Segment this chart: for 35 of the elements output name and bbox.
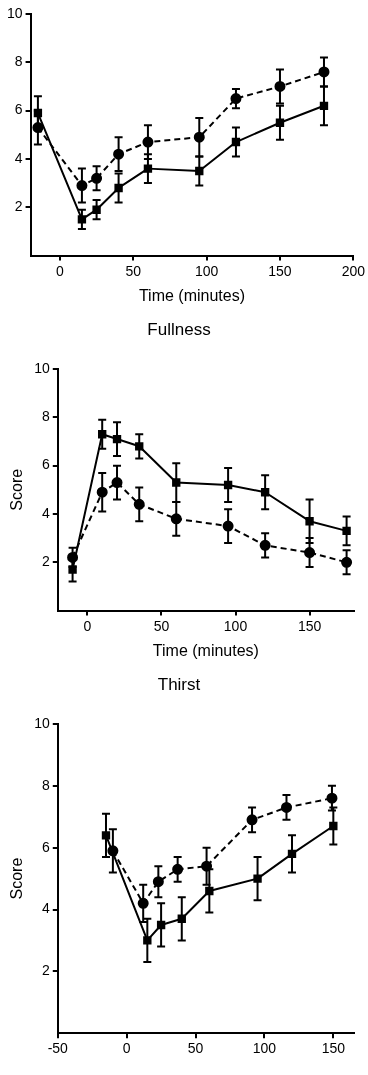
x-tick-label: 50 xyxy=(187,1040,204,1057)
y-tick-label: 2 xyxy=(41,553,50,570)
x-axis-title: Time (minutes) xyxy=(138,287,245,305)
x-tick-label: 200 xyxy=(341,262,366,279)
y-tick-label: 10 xyxy=(34,359,50,376)
x-tick-label: 100 xyxy=(252,1040,277,1057)
x-tick-label: 150 xyxy=(268,262,292,279)
y-tick-label: 10 xyxy=(34,714,50,731)
x-tick-label: 50 xyxy=(125,262,142,279)
y-tick-label: 4 xyxy=(41,900,50,917)
x-tick-label: 100 xyxy=(223,617,248,634)
y-tick-label: 2 xyxy=(14,198,23,215)
x-tick-label: 0 xyxy=(122,1040,131,1057)
y-tick-label: 8 xyxy=(41,776,50,793)
x-tick-label: 150 xyxy=(321,1040,346,1057)
y-tick-label: 8 xyxy=(41,408,50,425)
y-axis-title: Score xyxy=(8,468,26,511)
y-tick-label: 4 xyxy=(14,149,23,166)
y-tick-label: 6 xyxy=(41,838,50,855)
x-tick-label: 0 xyxy=(83,617,92,634)
x-axis-title: Time (minutes) xyxy=(152,642,259,660)
x-tick-label: 0 xyxy=(56,262,65,279)
y-tick-label: 8 xyxy=(14,53,23,70)
y-tick-label: 10 xyxy=(6,4,23,21)
x-tick-label: 150 xyxy=(297,617,322,634)
x-tick-label: 100 xyxy=(194,262,219,279)
x-tick-label: -50 xyxy=(47,1040,69,1057)
y-axis-title: Score xyxy=(8,857,26,900)
y-tick-label: 4 xyxy=(41,504,50,521)
text: Fullness xyxy=(147,320,211,340)
x-tick-label: 50 xyxy=(153,617,170,634)
text: Thirst xyxy=(157,675,201,695)
y-tick-label: 6 xyxy=(14,101,23,118)
y-tick-label: 6 xyxy=(41,456,50,473)
y-tick-label: 2 xyxy=(41,962,50,979)
